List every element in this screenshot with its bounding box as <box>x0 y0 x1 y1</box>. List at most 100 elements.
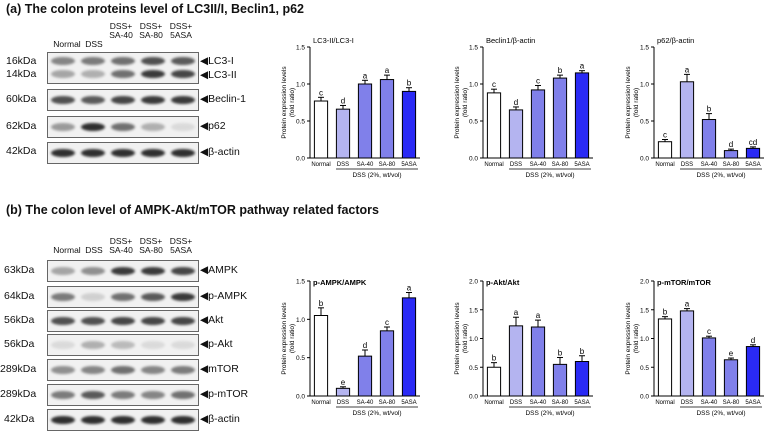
blot-band <box>51 96 75 104</box>
significance-letter: b <box>558 348 563 357</box>
bar <box>379 79 395 159</box>
bar <box>679 81 695 159</box>
blot-band <box>81 123 105 131</box>
bar <box>357 355 373 397</box>
blot-band <box>141 293 165 301</box>
bar <box>357 83 373 159</box>
y-tick-label: 1.0 <box>469 82 478 89</box>
significance-letter: c <box>536 76 540 85</box>
blot-strip-mtor <box>47 359 199 381</box>
bar <box>530 89 546 159</box>
y-tick-label: 1.0 <box>296 317 305 324</box>
blot-band <box>171 416 195 424</box>
chart-title: p-AMPK/AMPK <box>313 278 367 287</box>
x-tick-label: 5ASA <box>401 162 416 168</box>
significance-letter: c <box>385 318 389 327</box>
y-tick-label: 0.5 <box>296 119 305 126</box>
blot-strip-beta-actin <box>47 409 199 431</box>
y-tick-label: 0.0 <box>640 394 649 401</box>
y-axis-label: (fold ratio) <box>633 324 640 353</box>
y-tick-label: 1.5 <box>640 307 649 314</box>
group-label: DSS (2%, wt/vol) <box>696 410 745 417</box>
blot-band <box>141 391 165 399</box>
y-axis-label: Protein expression levels <box>625 302 632 375</box>
y-axis-label: Protein expression levels <box>625 66 632 139</box>
lane-header-sa40: DSS+ SA-40 <box>109 21 133 40</box>
x-tick-label: Normal <box>484 400 503 406</box>
bar <box>486 92 502 159</box>
lane-header-normal: Normal <box>53 245 81 255</box>
lane-header-sa80: DSS+ SA-80 <box>139 236 163 255</box>
blot-band <box>81 149 105 157</box>
y-tick-label: 1.0 <box>469 336 478 343</box>
bar <box>530 326 546 397</box>
kda-label: 289kDa <box>0 363 37 375</box>
blot-band <box>141 70 165 78</box>
blot-strip-lc3 <box>47 52 199 84</box>
band-row <box>48 122 198 132</box>
significance-letter: a <box>407 284 412 293</box>
y-tick-label: 1.5 <box>469 307 478 314</box>
significance-letter: c <box>319 88 323 97</box>
significance-letter: d <box>514 98 518 107</box>
blot-band <box>81 317 105 325</box>
x-tick-label: SA-40 <box>530 162 547 168</box>
band-row <box>48 316 198 326</box>
blot-strip-p-akt <box>47 334 199 356</box>
x-tick-label: SA-40 <box>701 162 718 168</box>
band-row <box>48 365 198 375</box>
x-tick-label: SA-80 <box>723 162 740 168</box>
group-label: DSS (2%, wt/vol) <box>352 172 401 179</box>
protein-label: ◀LC3-I <box>200 55 234 67</box>
y-tick-label: 1.0 <box>640 82 649 89</box>
y-tick-label: 0.5 <box>469 365 478 372</box>
x-tick-label: DSS <box>510 400 522 406</box>
bar <box>657 141 673 159</box>
y-tick-label: 0.0 <box>296 394 305 401</box>
protein-label: ◀AMPK <box>200 264 238 276</box>
chart-title: p-mTOR/mTOR <box>657 278 711 287</box>
blot-band <box>51 123 75 131</box>
lane-header-sa80: DSS+ SA-80 <box>139 21 163 40</box>
x-tick-label: 5ASA <box>745 400 760 406</box>
band-row <box>48 415 198 425</box>
protein-label: ◀Beclin-1 <box>200 93 247 105</box>
blot-band <box>111 267 135 275</box>
significance-letter: d <box>751 336 755 345</box>
x-tick-label: DSS <box>337 162 349 168</box>
significance-letter: a <box>685 65 690 74</box>
blot-band <box>171 267 195 275</box>
group-label: DSS (2%, wt/vol) <box>352 410 401 417</box>
blot-band <box>81 267 105 275</box>
kda-label: 14kDa <box>6 68 37 80</box>
blot-band <box>81 70 105 78</box>
kda-label: 56kDa <box>4 314 35 326</box>
blot-band <box>51 57 75 65</box>
x-tick-label: DSS <box>681 400 693 406</box>
y-tick-label: 0.0 <box>640 156 649 163</box>
band-row <box>48 340 198 350</box>
protein-label: ◀p-AMPK <box>200 290 248 302</box>
significance-letter: a <box>685 300 690 309</box>
x-tick-label: SA-40 <box>357 162 374 168</box>
y-tick-label: 0.5 <box>296 355 305 362</box>
kda-label: 63kDa <box>4 264 35 276</box>
bar <box>745 147 761 159</box>
blot-band <box>141 149 165 157</box>
lane-header-normal: Normal <box>53 39 81 49</box>
significance-letter: a <box>514 308 519 317</box>
x-tick-label: DSS <box>510 162 522 168</box>
x-tick-label: 5ASA <box>574 400 589 406</box>
blot-band <box>111 341 135 349</box>
significance-letter: c <box>492 80 496 89</box>
blot-band <box>51 293 75 301</box>
significance-letter: cd <box>749 138 757 147</box>
bar <box>701 119 717 159</box>
x-tick-label: SA-80 <box>552 400 569 406</box>
blot-band <box>171 341 195 349</box>
protein-label: ◀mTOR <box>200 363 239 375</box>
blot-band <box>141 341 165 349</box>
y-axis-label: Protein expression levels <box>281 66 288 139</box>
blot-strip-ampk <box>47 260 199 282</box>
protein-label: ◀β-actin <box>200 146 240 158</box>
